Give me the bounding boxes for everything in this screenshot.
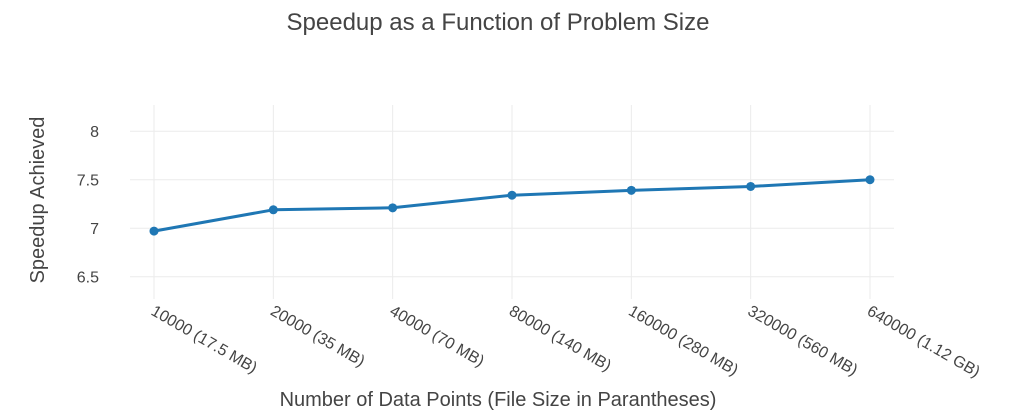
y-axis-title: Speedup Achieved <box>27 117 49 284</box>
x-tick-label: 640000 (1.12 GB) <box>864 303 983 381</box>
x-tick-label: 160000 (280 MB) <box>625 303 741 380</box>
data-point <box>388 203 398 213</box>
data-point <box>865 175 875 185</box>
y-tick-label: 6.5 <box>77 270 99 287</box>
x-axis-title: Number of Data Points (File Size in Para… <box>280 389 717 411</box>
gridlines <box>130 105 894 299</box>
chart-title: Speedup as a Function of Problem Size <box>287 9 710 36</box>
x-axis-ticks: 10000 (17.5 MB) 20000 (35 MB) 40000 (70 MB… <box>148 303 983 381</box>
data-point <box>626 185 636 195</box>
x-tick-label: 10000 (17.5 MB) <box>148 303 260 377</box>
x-tick-label: 40000 (70 MB) <box>387 303 487 371</box>
y-tick-label: 8 <box>90 124 99 141</box>
data-point <box>507 190 517 200</box>
y-axis-ticks: 6.5 7 7.5 8 <box>77 124 99 287</box>
y-tick-label: 7.5 <box>77 173 99 190</box>
data-point <box>268 205 278 215</box>
x-tick-label: 320000 (560 MB) <box>745 303 861 380</box>
x-tick-label: 20000 (35 MB) <box>267 303 367 371</box>
y-tick-label: 7 <box>90 221 99 238</box>
series-group <box>149 175 875 236</box>
x-tick-label: 80000 (140 MB) <box>506 303 614 375</box>
data-point <box>149 226 159 236</box>
data-point <box>746 181 756 191</box>
